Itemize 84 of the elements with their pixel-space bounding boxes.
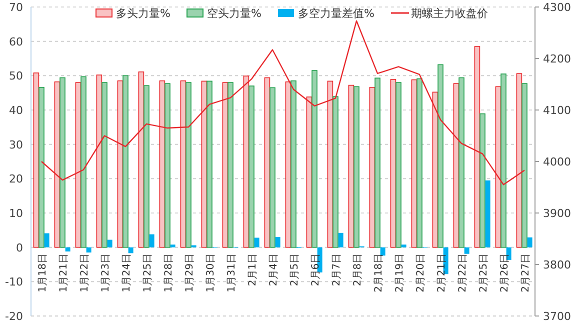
y-tick-label: -20: [5, 310, 23, 323]
bar: [86, 247, 92, 252]
bar: [186, 82, 192, 248]
bar: [312, 70, 318, 248]
x-tick-label: 1月31日: [226, 253, 238, 292]
bar: [458, 77, 464, 248]
bar: [270, 87, 276, 248]
y-tick-label: 0: [16, 241, 23, 254]
bar: [128, 247, 134, 254]
x-tick-label: 1月21日: [58, 253, 70, 292]
x-tick-label: 2月25日: [478, 253, 490, 292]
x-tick-label: 2月18日: [374, 253, 384, 292]
x-tick-label: 2月26日: [500, 253, 510, 292]
bar: [170, 244, 176, 248]
bar: [275, 237, 280, 248]
x-tick-label: 1月22日: [80, 253, 90, 292]
bar: [149, 234, 154, 248]
bar: [206, 80, 212, 248]
bar: [354, 86, 360, 248]
legend-label: 空头力量%: [207, 7, 262, 20]
bar: [522, 83, 528, 248]
y-tick-label: 70: [9, 1, 23, 14]
x-tick-label: 2月21日: [436, 253, 448, 292]
x-tick-label: 2月20日: [416, 253, 426, 292]
legend-label: 多空力量差值%: [298, 7, 374, 20]
bar: [500, 74, 506, 248]
y2-tick-label: 4100: [543, 104, 571, 117]
bar: [396, 82, 402, 248]
y-tick-label: -10: [5, 276, 23, 289]
y2-tick-label: 3900: [543, 207, 571, 220]
bar: [144, 85, 150, 248]
bar: [102, 82, 108, 248]
x-tick-label: 1月18日: [38, 253, 48, 292]
bar: [228, 82, 234, 248]
y2-tick-label: 4300: [543, 1, 571, 14]
y-tick-label: 50: [9, 70, 23, 83]
bar: [438, 64, 444, 248]
x-tick-label: 1月24日: [122, 253, 132, 292]
bar: [527, 237, 532, 248]
bar: [164, 83, 170, 248]
y-tick-label: 10: [9, 207, 23, 220]
x-tick-label: 2月6日: [310, 253, 322, 286]
bar: [338, 232, 344, 248]
x-tick-label: 2月1日: [248, 253, 258, 286]
bar: [480, 113, 486, 248]
legend-label: 多头力量%: [116, 7, 170, 20]
y2-tick-label: 3700: [543, 310, 571, 323]
bar: [44, 233, 50, 248]
bar: [416, 78, 422, 248]
legend-label: 期螺主力收盘价: [411, 7, 488, 20]
bar: [107, 240, 112, 248]
bar: [290, 80, 296, 248]
x-tick-label: 2月22日: [458, 253, 468, 292]
y-tick-label: 30: [9, 138, 23, 152]
bar: [248, 86, 254, 248]
bar: [122, 75, 128, 248]
bar: [332, 96, 338, 248]
x-tick-label: 2月19日: [394, 253, 406, 292]
bar: [401, 244, 406, 248]
x-tick-label: 2月7日: [332, 253, 342, 286]
bar: [254, 238, 260, 248]
x-tick-label: 2月27日: [520, 253, 532, 292]
y-tick-label: 40: [9, 104, 23, 117]
y-tick-label: 20: [9, 172, 23, 186]
x-tick-label: 1月30日: [206, 253, 216, 292]
y-tick-label: 60: [9, 35, 23, 48]
bar: [380, 247, 386, 256]
x-tick-label: 1月28日: [164, 253, 174, 292]
x-tick-label: 2月8日: [352, 253, 364, 286]
x-tick-label: 2月5日: [290, 253, 300, 286]
bar: [80, 76, 86, 248]
x-tick-label: 1月25日: [142, 253, 154, 292]
x-tick-label: 1月23日: [100, 253, 112, 292]
y2-tick-label: 4200: [543, 52, 571, 66]
bar: [464, 247, 470, 254]
y2-tick-label: 4000: [543, 156, 571, 168]
x-tick-label: 2月4日: [268, 253, 280, 286]
y2-tick-label: 3800: [543, 258, 571, 272]
bar: [485, 180, 490, 248]
bar: [65, 247, 70, 252]
bar: [38, 86, 44, 248]
x-tick-label: 1月29日: [184, 253, 196, 292]
bar: [60, 77, 66, 248]
bar: [374, 78, 380, 248]
